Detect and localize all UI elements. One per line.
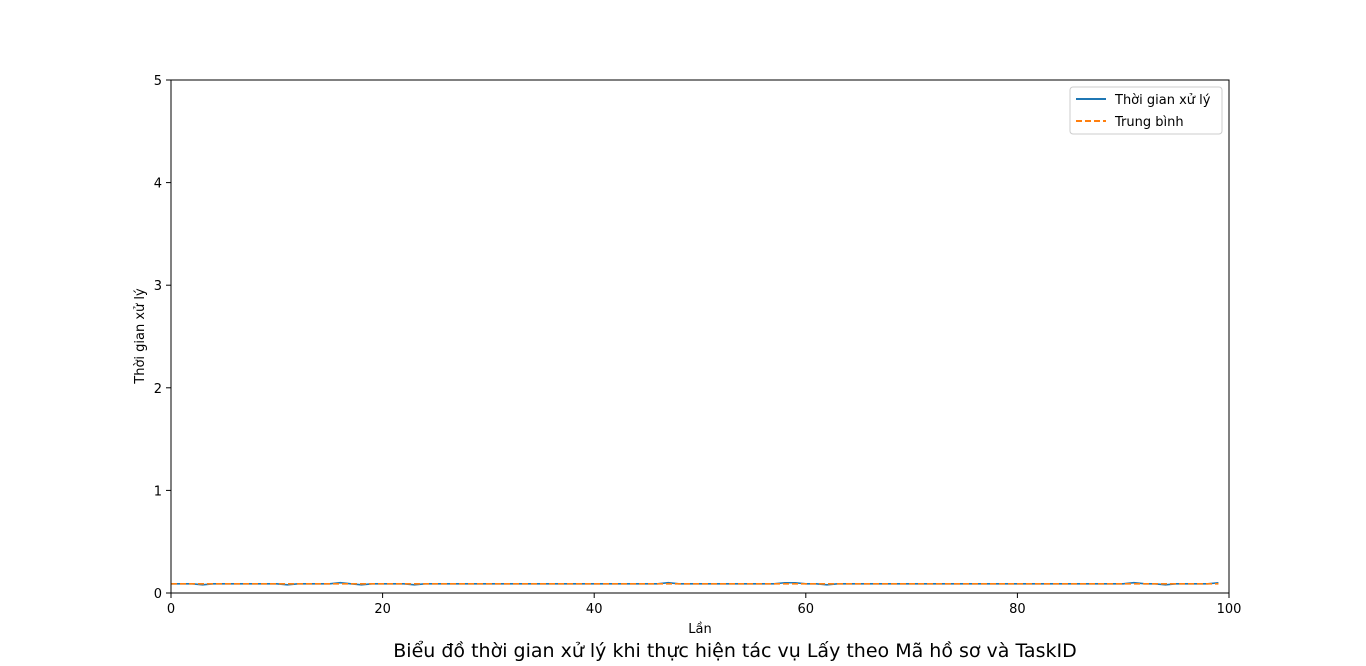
x-tick-label-60: 60 [798, 602, 815, 617]
y-tick-label-3: 3 [154, 279, 162, 294]
x-tick-label-20: 20 [374, 602, 391, 617]
x-tick-label-40: 40 [586, 602, 603, 617]
x-tick-label-100: 100 [1217, 602, 1242, 617]
plot-frame [170, 79, 1230, 594]
y-tick-label-4: 4 [154, 177, 162, 192]
y-axis-label: Thời gian xử lý [133, 288, 148, 385]
y-tick-label-2: 2 [154, 382, 162, 397]
y-tick-label-1: 1 [154, 484, 162, 499]
legend: Thời gian xử lý Trung bình [1069, 86, 1223, 135]
y-tick-label-5: 5 [154, 74, 162, 89]
chart: 0 20 40 60 80 100 0 1 2 3 4 5 Lần Thời gian xử lý T… [133, 74, 1242, 637]
x-axis-label: Lần [688, 622, 711, 637]
legend-box [1069, 86, 1223, 135]
y-tick-label-0: 0 [154, 587, 162, 602]
figure-caption: Biểu đồ thời gian xử lý khi thực hiện tá… [393, 640, 1077, 662]
x-tick-label-0: 0 [167, 602, 175, 617]
legend-label-processing-time: Thời gian xử lý [1114, 93, 1211, 108]
x-tick-label-80: 80 [1009, 602, 1026, 617]
legend-label-average: Trung bình [1114, 115, 1184, 130]
